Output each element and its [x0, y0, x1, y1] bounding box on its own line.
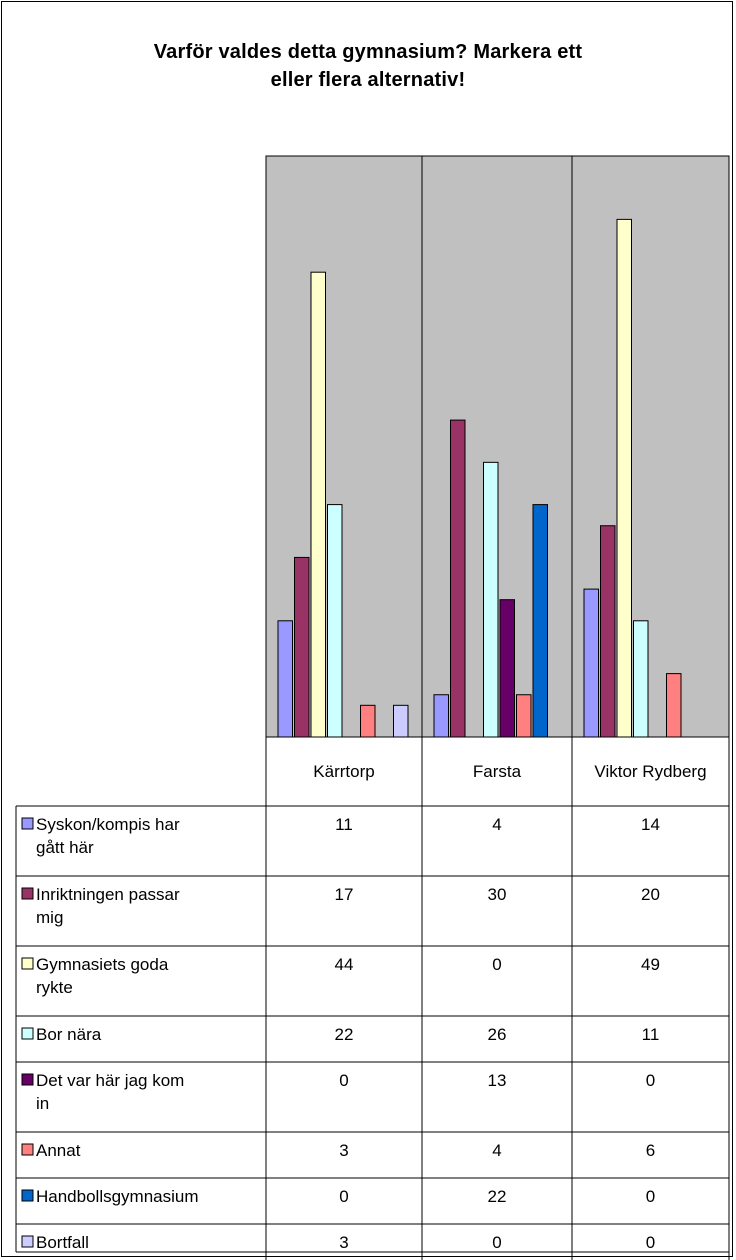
legend-swatch-1: [21, 887, 34, 900]
bar-0-5: [360, 704, 376, 738]
value-cell-3-0: 22: [335, 1025, 354, 1044]
value-cell-4-1: 13: [488, 1071, 507, 1090]
value-cell-6-2: 0: [646, 1187, 655, 1206]
bar-2-5: [666, 673, 682, 738]
value-cell-3-2: 11: [642, 1025, 660, 1044]
value-cell-2-1: 0: [492, 955, 501, 974]
bar-1-5: [516, 694, 532, 738]
bar-1-1: [450, 419, 466, 738]
value-cell-4-2: 0: [646, 1071, 655, 1090]
series-label-0-0: Syskon/kompis har: [36, 815, 180, 834]
legend-swatch-4: [21, 1073, 34, 1086]
data-table: Kärrtorp Farsta Viktor Rydberg Syskon/kompi…: [15, 156, 730, 1260]
legend-swatch-2: [21, 957, 34, 970]
bar-1-6: [532, 504, 548, 738]
bar-0-1: [294, 556, 310, 738]
series-label-4-0: Det var här jag kom: [36, 1071, 184, 1090]
value-cell-2-0: 44: [335, 955, 354, 974]
series-label-4-1: in: [36, 1094, 49, 1113]
value-cell-0-0: 11: [335, 815, 353, 834]
category-label-0: Kärrtorp: [313, 762, 374, 781]
legend-swatch-3: [21, 1027, 34, 1040]
bar-2-3: [633, 620, 649, 738]
series-label-6-0: Handbollsgymnasium: [36, 1187, 199, 1206]
chart-title-line-1: Varför valdes detta gymnasium? Markera e…: [153, 41, 583, 63]
value-cell-0-1: 4: [492, 815, 501, 834]
value-cell-1-1: 30: [488, 885, 507, 904]
series-label-3-0: Bor nära: [36, 1025, 102, 1044]
value-cell-1-2: 20: [641, 885, 660, 904]
bar-1-4: [499, 599, 515, 738]
category-label-2: Viktor Rydberg: [594, 762, 706, 781]
value-cell-2-2: 49: [641, 955, 660, 974]
bar-2-1: [600, 525, 616, 738]
series-label-0-1: gått här: [36, 838, 94, 857]
value-cell-1-0: 17: [335, 885, 354, 904]
series-label-5-0: Annat: [36, 1141, 81, 1160]
value-cell-7-2: 0: [646, 1233, 655, 1252]
category-label-1: Farsta: [473, 762, 522, 781]
chart-title: Varför valdes detta gymnasium? Markera e…: [0, 38, 736, 94]
value-cell-5-1: 4: [492, 1141, 501, 1160]
bar-1-3: [483, 461, 499, 738]
value-cell-4-0: 0: [339, 1071, 348, 1090]
bar-0-3: [327, 504, 343, 738]
bar-2-0: [583, 588, 599, 738]
value-cell-7-1: 0: [492, 1233, 501, 1252]
series-label-2-0: Gymnasiets goda: [36, 955, 169, 974]
series-label-1-1: mig: [36, 908, 63, 927]
legend-swatch-5: [21, 1143, 34, 1156]
series-label-2-1: rykte: [36, 978, 73, 997]
bar-0-7: [393, 704, 409, 738]
value-cell-5-2: 6: [646, 1141, 655, 1160]
legend-swatch-0: [21, 817, 34, 830]
value-cell-3-1: 26: [488, 1025, 507, 1044]
bar-0-2: [310, 271, 326, 738]
chart-title-line-2: eller flera alternativ!: [270, 69, 466, 91]
bar-1-0: [433, 694, 449, 738]
value-cell-0-2: 14: [641, 815, 660, 834]
value-cell-5-0: 3: [339, 1141, 348, 1160]
series-label-7-0: Bortfall: [36, 1233, 89, 1252]
value-cell-6-1: 22: [488, 1187, 507, 1206]
bar-2-2: [616, 218, 632, 738]
value-cell-7-0: 3: [339, 1233, 348, 1252]
series-label-1-0: Inriktningen passar: [36, 885, 180, 904]
bar-0-0: [277, 620, 293, 738]
legend-swatch-6: [21, 1189, 34, 1202]
legend-swatch-7: [21, 1235, 34, 1248]
value-cell-6-0: 0: [339, 1187, 348, 1206]
